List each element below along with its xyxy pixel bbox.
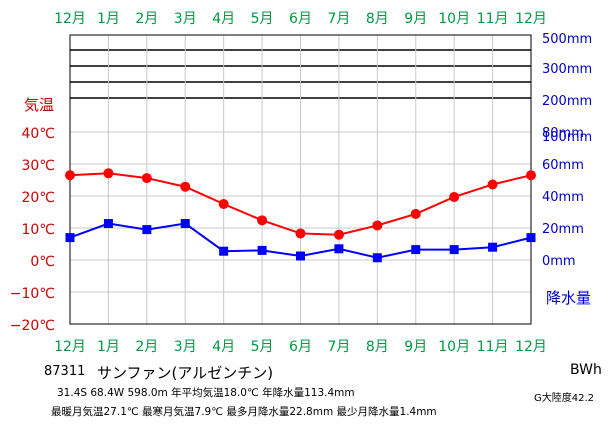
right-tick-label: 200mm bbox=[542, 94, 592, 109]
month-label-bottom: 2月 bbox=[135, 339, 158, 355]
left-tick-label: 0℃ bbox=[30, 254, 55, 270]
left-tick-label: 40℃ bbox=[21, 126, 55, 142]
right-tick-label: 500mm bbox=[542, 32, 592, 47]
temperature-point bbox=[410, 208, 421, 219]
temperature-point bbox=[526, 170, 536, 181]
precipitation-point bbox=[411, 245, 421, 255]
month-label-bottom: 7月 bbox=[327, 339, 350, 355]
right-tick-label: 100mm bbox=[542, 130, 592, 145]
temperature-point bbox=[257, 215, 268, 226]
month-label-top: 4月 bbox=[212, 11, 235, 27]
right-tick-label: 40mm bbox=[542, 190, 584, 205]
month-label-bottom: 12月 bbox=[54, 339, 86, 355]
left-tick-label: 20℃ bbox=[21, 190, 55, 206]
precipitation-point bbox=[257, 245, 267, 255]
temperature-point bbox=[487, 179, 498, 190]
precipitation-point bbox=[219, 246, 229, 256]
month-label-top: 9月 bbox=[404, 11, 427, 27]
month-label-top: 6月 bbox=[289, 11, 312, 27]
temperature-point bbox=[449, 191, 460, 202]
month-label-bottom: 8月 bbox=[366, 339, 389, 355]
right-tick-label: 60mm bbox=[542, 158, 584, 173]
precipitation-point bbox=[488, 242, 498, 252]
left-axis-title: 気温 bbox=[24, 96, 54, 114]
precipitation-point bbox=[65, 233, 75, 243]
month-label-top: 8月 bbox=[366, 11, 389, 27]
month-label-bottom: 10月 bbox=[438, 339, 470, 355]
precipitation-point bbox=[526, 233, 536, 243]
temperature-point bbox=[295, 228, 306, 239]
month-label-top: 2月 bbox=[135, 11, 158, 27]
temperature-point bbox=[65, 170, 75, 181]
temperature-point bbox=[333, 229, 344, 240]
month-label-bottom: 1月 bbox=[97, 339, 120, 355]
left-tick-label: 30℃ bbox=[21, 158, 55, 174]
left-tick-label: 10℃ bbox=[21, 222, 55, 238]
month-label-bottom: 9月 bbox=[404, 339, 427, 355]
month-label-bottom: 6月 bbox=[289, 339, 312, 355]
month-label-bottom: 5月 bbox=[251, 339, 274, 355]
month-label-top: 12月 bbox=[54, 11, 86, 27]
month-label-top: 1月 bbox=[97, 11, 120, 27]
month-label-bottom: 11月 bbox=[477, 339, 509, 355]
month-label-bottom: 3月 bbox=[174, 339, 197, 355]
left-tick-label: −20℃ bbox=[10, 318, 55, 334]
temperature-point bbox=[218, 199, 229, 209]
temperature-point bbox=[103, 168, 114, 179]
month-label-bottom: 12月 bbox=[515, 339, 547, 355]
month-label-top: 11月 bbox=[477, 11, 509, 27]
temperature-point bbox=[141, 173, 152, 184]
month-label-top: 12月 bbox=[515, 11, 547, 27]
month-label-bottom: 4月 bbox=[212, 339, 235, 355]
month-label-top: 5月 bbox=[251, 11, 274, 27]
month-label-top: 7月 bbox=[327, 11, 350, 27]
right-axis-title: 降水量 bbox=[546, 289, 591, 307]
right-tick-label: 80mm bbox=[542, 126, 584, 141]
precipitation-point bbox=[103, 219, 113, 229]
temperature-point bbox=[180, 181, 191, 192]
month-label-top: 3月 bbox=[174, 11, 197, 27]
temperature-point bbox=[372, 220, 383, 231]
precipitation-point bbox=[372, 253, 382, 263]
precipitation-point bbox=[334, 244, 344, 254]
right-tick-label: 300mm bbox=[542, 62, 592, 77]
right-tick-label: 0mm bbox=[542, 254, 576, 269]
precipitation-point bbox=[296, 251, 305, 261]
left-tick-label: −10℃ bbox=[10, 286, 55, 302]
precipitation-point bbox=[180, 219, 190, 229]
right-tick-label: 20mm bbox=[542, 222, 584, 237]
precipitation-point bbox=[142, 225, 152, 235]
month-label-top: 10月 bbox=[438, 11, 470, 27]
precipitation-point bbox=[449, 245, 459, 255]
